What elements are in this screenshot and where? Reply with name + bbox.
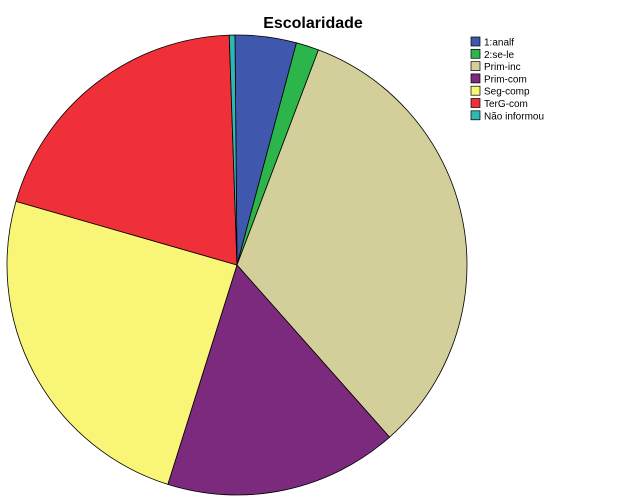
legend-swatch-7 (470, 110, 481, 121)
pie-slices (6, 34, 468, 496)
legend-swatch-3 (470, 61, 481, 71)
legend-label-5: Seg-comp (484, 87, 530, 98)
legend-swatch-6 (470, 98, 481, 108)
legend-label-2: 2:se-le (484, 50, 514, 61)
legend-label-6: TerG-com (484, 99, 528, 110)
pie-slice-7 (228, 34, 238, 266)
pie-slice-3 (236, 49, 468, 438)
pie-slice-6 (15, 34, 238, 266)
legend-swatch-4 (470, 73, 481, 84)
legend-label-1: 1:analf (484, 38, 514, 49)
chart-title: Escolaridade (263, 15, 363, 32)
pie-slice-4 (167, 264, 390, 496)
legend-swatch-5 (470, 85, 481, 96)
legend-label-4: Prim-com (484, 74, 527, 85)
legend-swatch-2 (470, 48, 481, 59)
legend-label-3: Prim-inc (484, 62, 521, 73)
legend-label-7: Não informou (484, 111, 544, 122)
pie-slice-5 (6, 200, 238, 485)
legend-swatch-1 (470, 36, 481, 47)
